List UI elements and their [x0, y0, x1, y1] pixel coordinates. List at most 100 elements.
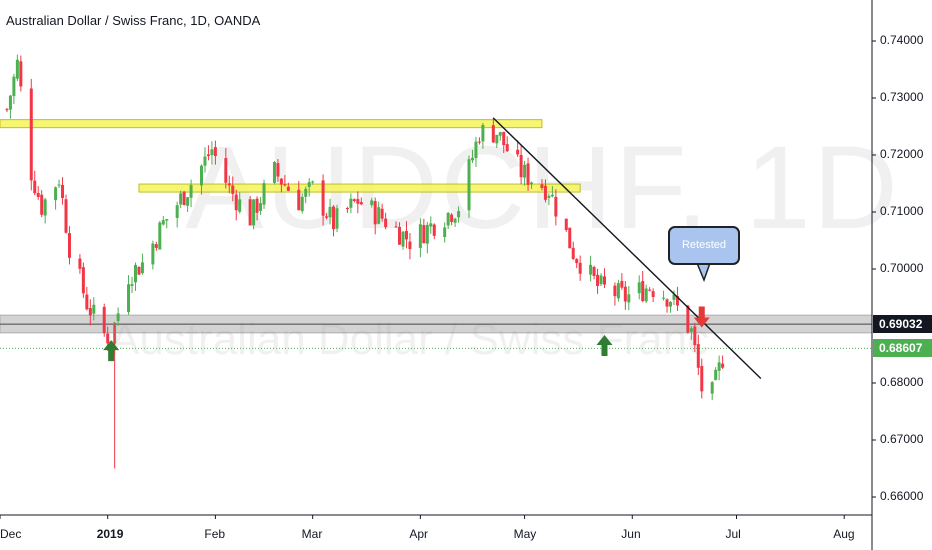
candles-layer [5, 54, 725, 469]
x-tick-label: Apr [409, 527, 429, 541]
candle-body [422, 225, 426, 244]
x-tick-label: Mar [301, 527, 323, 541]
candle-body [398, 226, 402, 245]
arrows-layer [103, 262, 712, 362]
x-tick-label: Dec [0, 527, 22, 541]
candle-body [543, 185, 547, 200]
candle-body [627, 294, 631, 303]
candle-body [137, 266, 141, 275]
candle-body [276, 163, 280, 177]
candle-body [5, 109, 9, 111]
candle-body [349, 198, 353, 208]
candle-body [61, 184, 65, 198]
candle-body [307, 182, 311, 187]
candle-body [272, 161, 276, 183]
candle-body [540, 184, 544, 188]
candle-body [547, 195, 551, 198]
candle-body [589, 264, 593, 275]
candle-body [693, 326, 697, 346]
y-tick-label: 0.71000 [880, 204, 924, 218]
candle-body [665, 299, 669, 307]
candle-body [203, 156, 207, 166]
candle-body [140, 262, 144, 274]
candle-body [88, 308, 92, 316]
candle-body [491, 125, 495, 143]
candle-body [575, 259, 579, 264]
candle-body [12, 76, 16, 97]
candle-body [404, 230, 408, 240]
candle-body [81, 267, 85, 294]
candle-body [92, 304, 96, 314]
candle-body [224, 158, 228, 183]
candle-body [300, 196, 304, 212]
candle-body [130, 284, 134, 286]
y-tick-label: 0.68000 [880, 375, 924, 389]
candle-body [231, 185, 235, 194]
candle-body [568, 227, 572, 249]
candle-body [721, 363, 725, 368]
y-tick-label: 0.72000 [880, 147, 924, 161]
candle-body [613, 285, 617, 297]
candle-body [623, 286, 627, 302]
candle-body [498, 132, 502, 136]
candle-body [248, 199, 252, 226]
candle-body [116, 313, 120, 321]
candle-body [67, 233, 71, 258]
resistance-levels-layer [0, 119, 581, 193]
candle-body [328, 206, 332, 218]
candle-body [311, 181, 315, 183]
candle-body [446, 212, 450, 226]
candle-body [182, 191, 186, 205]
candle-body [467, 159, 471, 211]
candle-body [669, 301, 673, 307]
candle-body [377, 207, 381, 224]
candle-body [526, 163, 530, 185]
candle-body [505, 144, 509, 152]
candle-body [279, 178, 283, 185]
candle-body [675, 296, 679, 306]
candle-body [408, 241, 412, 250]
candle-body [321, 180, 325, 216]
candle-body [477, 141, 481, 143]
chart-title: Australian Dollar / Swiss Franc, 1D, OAN… [6, 13, 261, 28]
candle-body [425, 224, 429, 244]
candle-body [199, 165, 203, 186]
candle-body [304, 188, 308, 197]
candle-body [596, 274, 600, 286]
candle-body [564, 218, 568, 231]
candle-body [710, 382, 714, 394]
candle-body [252, 199, 256, 226]
candle-body [651, 291, 655, 298]
candle-body [259, 203, 263, 211]
candle-body [297, 189, 301, 211]
candle-body [40, 194, 44, 215]
candle-body [286, 186, 290, 191]
candle-body [210, 149, 214, 156]
candle-body [325, 216, 329, 218]
candle-body [530, 182, 534, 185]
candle-body [332, 206, 336, 230]
candle-body [432, 224, 436, 236]
candle-body [637, 282, 641, 294]
candle-body [592, 267, 596, 276]
resistance-level-1 [0, 119, 543, 129]
x-tick-label: Feb [204, 527, 226, 541]
candle-body [689, 328, 693, 332]
candle-body [133, 264, 137, 283]
candle-body [648, 289, 652, 291]
support-price-tag: 0.69032 [873, 315, 932, 334]
candle-body [662, 297, 666, 299]
candle-body [356, 199, 360, 204]
y-tick-label: 0.70000 [880, 261, 924, 275]
candle-body [85, 294, 89, 310]
candle-body [443, 227, 447, 237]
candle-body [620, 280, 624, 288]
x-tick-label: Jun [621, 527, 641, 541]
candle-body [686, 305, 690, 333]
retested-callout: Retested [668, 226, 740, 265]
candle-body [450, 214, 454, 222]
down-arrow [693, 306, 710, 328]
candle-body [151, 243, 155, 265]
